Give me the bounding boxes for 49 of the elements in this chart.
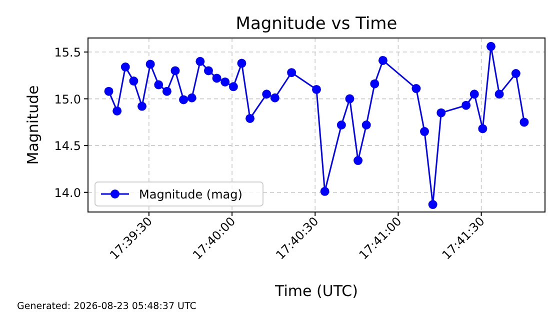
- point: [129, 76, 138, 86]
- text: Generated: 2026-08-23 05:48:37 UTC: [17, 301, 197, 312]
- point: [362, 120, 371, 130]
- point: [462, 100, 471, 110]
- point: [420, 127, 430, 136]
- point: [228, 82, 238, 92]
- point: [428, 200, 438, 210]
- point: [312, 84, 321, 94]
- point: [179, 95, 188, 104]
- point: [162, 86, 172, 96]
- point: [520, 118, 529, 127]
- point: [412, 84, 421, 94]
- point: [270, 93, 280, 102]
- point: [120, 62, 130, 72]
- point: [470, 90, 479, 99]
- point: [320, 186, 330, 196]
- point: [204, 66, 213, 76]
- x-axis-title: Time (UTC): [274, 282, 358, 300]
- point: [246, 114, 255, 123]
- point: [237, 58, 246, 68]
- point: [436, 108, 446, 118]
- point: [187, 93, 196, 102]
- point: [494, 90, 504, 99]
- point: [511, 69, 520, 78]
- point: [378, 56, 388, 65]
- point: [212, 74, 222, 83]
- point: [486, 42, 496, 51]
- point: [170, 66, 180, 76]
- legend-label: Magnitude (mag): [139, 188, 242, 202]
- y-tick-label: 14.0: [54, 186, 81, 200]
- point: [370, 79, 380, 88]
- point: [262, 90, 272, 99]
- y-axis-title: Magnitude: [24, 85, 42, 165]
- point: [354, 156, 363, 166]
- point: [478, 124, 488, 134]
- point: [138, 102, 147, 111]
- point: [336, 120, 346, 130]
- point: [345, 94, 354, 104]
- point: [220, 77, 230, 86]
- point: [104, 86, 114, 96]
- point: [287, 68, 296, 78]
- chart-title: Magnitude vs Time: [236, 14, 398, 34]
- y-tick-label: 15.0: [54, 92, 81, 106]
- y-tick-label: 14.5: [54, 139, 81, 154]
- point: [154, 80, 164, 90]
- point: [112, 106, 122, 116]
- point: [196, 56, 205, 66]
- point: [146, 60, 155, 69]
- y-tick-label: 15.5: [54, 46, 81, 60]
